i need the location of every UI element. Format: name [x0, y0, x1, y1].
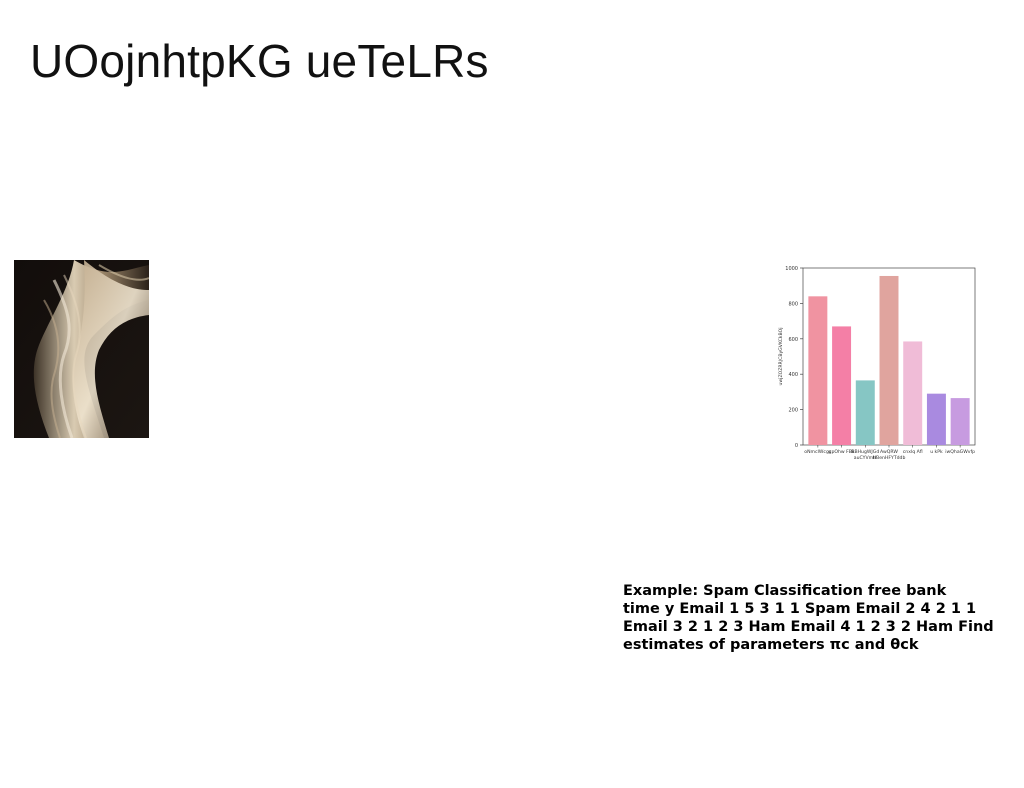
y-axis-label: uwjZOZRRJCByGVKCkBOj	[778, 328, 784, 386]
bar	[926, 393, 946, 445]
bar	[879, 275, 899, 445]
y-tick-label: 0	[795, 443, 798, 449]
x-tick-label: BBHugWJGd auCYVmtr	[851, 449, 879, 461]
slide-title: UOojnhtpKG ueTeLRs	[30, 35, 489, 87]
x-tick-label: AwQRW HBenHFYTddb	[873, 449, 906, 461]
bar-chart: 0 200 400 600 800 1000 uwjZOZRRJCByGVKCkBOj oNm…	[778, 266, 976, 461]
bar	[950, 398, 970, 445]
body-line: Email 3 2 1 2 3 Ham Email 4 1 2 3 2 Ham …	[623, 619, 994, 635]
bar	[808, 296, 828, 445]
abstract-wave-image-icon	[14, 260, 149, 438]
body-line: estimates of parameters πc and θck	[623, 637, 919, 653]
y-tick-label: 800	[788, 301, 798, 307]
x-tick-label: u kPk	[930, 449, 943, 455]
slide-body-text: Example: Spam Classification free bank t…	[623, 582, 1023, 654]
bar	[855, 380, 875, 445]
y-tick-label: 400	[788, 372, 798, 378]
y-tick-label: 1000	[785, 266, 798, 272]
body-line: time y Email 1 5 3 1 1 Spam Email 2 4 2 …	[623, 601, 977, 617]
body-line: Example: Spam Classification free bank	[623, 583, 947, 599]
x-tick-label: cnxlq Afl	[903, 449, 923, 455]
bar	[903, 341, 923, 445]
y-tick-label: 600	[788, 337, 798, 343]
bar	[832, 326, 852, 445]
x-tick-label: oNmcIWcgc	[804, 449, 832, 455]
x-tick-label: iwQhaGWvfp	[945, 449, 975, 455]
x-tick-label: gpOhw FBk	[829, 449, 855, 455]
y-tick-label: 200	[788, 408, 798, 414]
